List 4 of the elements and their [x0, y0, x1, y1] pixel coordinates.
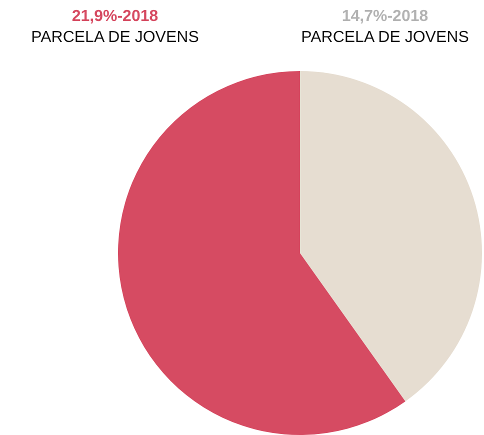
data-label: 21,9%-2018 — [70, 7, 160, 27]
data-label: 14,7%-2018 — [340, 7, 430, 27]
slice-label: PARCELA DE JOVENS — [30, 28, 200, 48]
slice-label: PARCELA DE JOVENS — [300, 28, 470, 48]
